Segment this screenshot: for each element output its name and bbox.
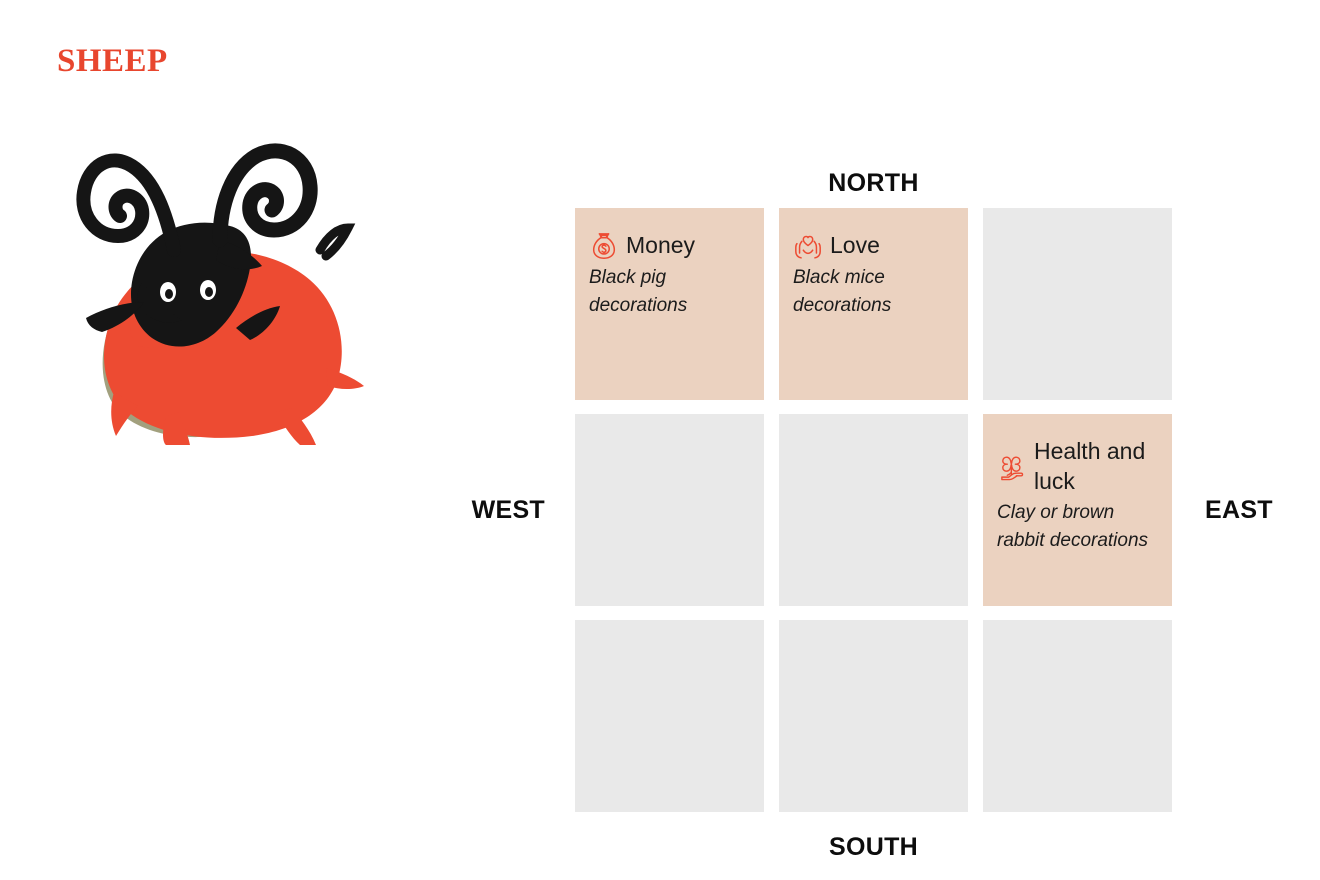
compass-grid-block: Money Black pig decorations [575, 208, 1172, 812]
grid-cell-center[interactable] [779, 414, 968, 606]
grid-cell-title: Health and luck [1034, 438, 1146, 494]
hands-holding-heart-icon [793, 231, 823, 261]
page-title: SHEEP [57, 43, 168, 79]
grid-cell-northeast[interactable] [983, 208, 1172, 400]
grid-cell-southwest[interactable] [575, 620, 764, 812]
direction-label-south: SOUTH [829, 833, 918, 861]
grid-cell-description: Black pig decorations [589, 267, 688, 316]
direction-label-north: NORTH [828, 169, 919, 197]
grid-cell-title: Money [626, 232, 696, 258]
grid-cell-west[interactable] [575, 414, 764, 606]
direction-label-east: EAST [1205, 496, 1273, 524]
grid-cell-description: Clay or brown rabbit decorations [997, 502, 1149, 551]
sheep-head [86, 222, 280, 347]
money-bag-icon [589, 231, 619, 261]
sheep-illustration [70, 100, 400, 445]
grid-cell-north[interactable]: Love Black mice decorations [779, 208, 968, 400]
sheep-horns [76, 143, 356, 261]
grid-cell-title: Love [830, 232, 880, 258]
grid-cell-northwest[interactable]: Money Black pig decorations [575, 208, 764, 400]
grid-cell-southeast[interactable] [983, 620, 1172, 812]
clover-in-hand-icon [997, 452, 1027, 482]
feng-shui-grid: Money Black pig decorations [575, 208, 1172, 812]
grid-cell-south[interactable] [779, 620, 968, 812]
grid-cell-east[interactable]: Health and luck Clay or brown rabbit dec… [983, 414, 1172, 606]
grid-cell-description: Black mice decorations [793, 267, 892, 316]
direction-label-west: WEST [471, 496, 545, 524]
